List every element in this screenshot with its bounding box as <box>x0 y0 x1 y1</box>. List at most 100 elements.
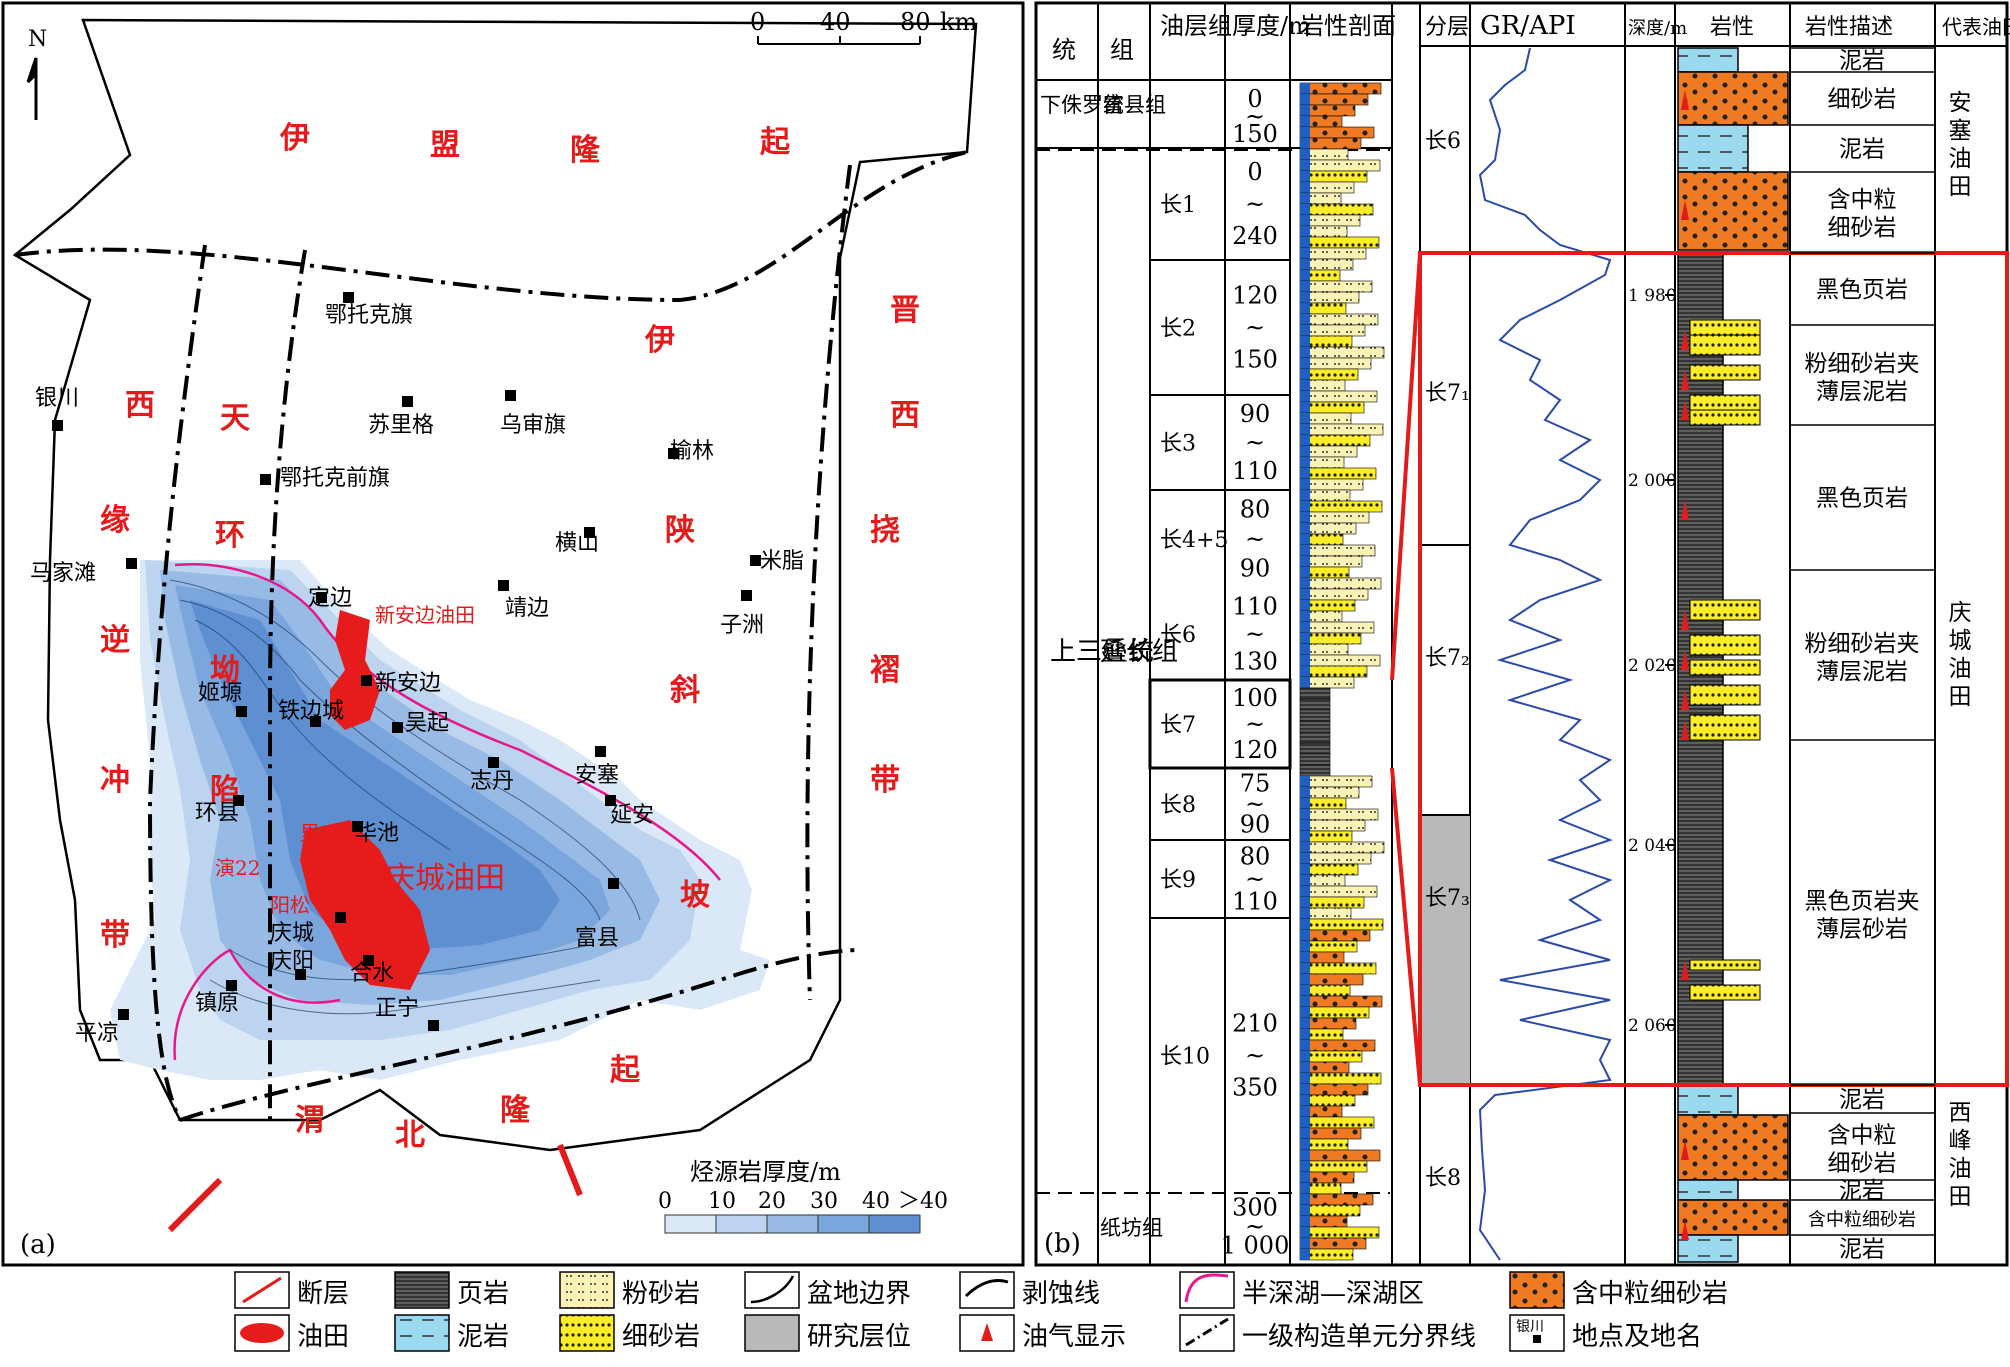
oil-show-icon <box>1681 1140 1689 1160</box>
litho-edge <box>1300 204 1310 215</box>
litho-edge <box>1300 677 1310 688</box>
member-name: 长4+5 <box>1160 528 1228 553</box>
oilfield-char: 庆 <box>1949 600 1972 626</box>
region-char: 缘 <box>100 503 130 538</box>
strat-members: 0~150长10~240长2120~150长390~110长4+580~90长6… <box>1160 85 1289 1260</box>
member-row-0: 0~150 <box>1232 85 1278 148</box>
town-label: 新安边 <box>375 671 441 696</box>
litho-edge <box>1300 1073 1310 1084</box>
town-label: 马家滩 <box>30 561 96 586</box>
litho-bed <box>1299 808 1379 821</box>
litho-bed <box>1299 357 1372 370</box>
log-bed-6 <box>1677 1114 1789 1181</box>
strat-header-formation: 组 <box>1110 36 1134 64</box>
member-row-3: 长3 90~110 <box>1160 400 1278 485</box>
desc-8-b: 薄层砂岩 <box>1816 917 1908 943</box>
desc-1: 细砂岩 <box>1828 87 1897 113</box>
litho-edge <box>1300 985 1310 996</box>
litho-bed <box>1299 346 1385 359</box>
litho-edge <box>1300 1029 1310 1040</box>
town-label: 定边 <box>308 586 352 611</box>
well-label-yangsong: 阳松 <box>270 893 310 917</box>
town-6: 横山 <box>555 527 599 556</box>
member-thickness: ~ <box>1245 525 1265 553</box>
town-24: 富县 <box>575 878 619 951</box>
litho-edge <box>1300 281 1310 292</box>
litho-edge <box>1300 556 1310 567</box>
thickness-legend: 烃源岩厚度/m 0 10 20 30 40 ＞40 <box>658 1158 948 1234</box>
town-marker-icon <box>233 795 244 806</box>
region-char: 西 <box>125 388 155 423</box>
litho-edge <box>1300 1183 1310 1194</box>
member-thickness: 150 <box>1232 346 1278 374</box>
region-char: 西 <box>890 398 920 433</box>
litho-edge <box>1300 226 1310 237</box>
log-layer-0: 长6 <box>1425 129 1461 154</box>
litho-edge <box>1300 369 1310 380</box>
legend-label-12: 一级构造单元分界线 <box>1242 1322 1476 1352</box>
legend-swatch <box>959 1271 1015 1309</box>
litho-bed <box>1299 841 1385 854</box>
litho-edge <box>1300 402 1310 413</box>
litho-bed <box>1299 588 1369 601</box>
log-header-gr: GR/API <box>1480 11 1576 41</box>
legend-item-8: 泥岩 <box>394 1314 509 1352</box>
member-thickness: 90 <box>1240 811 1271 839</box>
legend-swatch <box>1509 1271 1565 1309</box>
litho-edge <box>1300 1150 1310 1161</box>
town-marker-icon <box>488 757 499 768</box>
strat-panel-label: (b) <box>1044 1229 1081 1259</box>
desc-6: 黑色页岩 <box>1816 486 1908 512</box>
town-20: 华池 <box>352 821 399 846</box>
litho-edge <box>1300 413 1310 424</box>
log-sand-6 <box>1689 634 1761 656</box>
town-marker-icon <box>335 912 346 923</box>
litho-edge <box>1300 468 1310 479</box>
log-sand-8 <box>1689 684 1761 706</box>
member-thickness: ~ <box>1245 710 1265 738</box>
litho-bed <box>1299 665 1368 678</box>
log-bed-1 <box>1677 71 1789 126</box>
town-label: 平凉 <box>75 1021 119 1046</box>
town-marker-icon <box>361 675 372 686</box>
town-21: 庆阳 <box>270 949 314 980</box>
region-char: 环 <box>215 518 245 553</box>
log-sand-1 <box>1689 334 1761 356</box>
litho-edge <box>1300 1205 1310 1216</box>
member-thickness: 110 <box>1232 457 1278 485</box>
town-label: 环县 <box>195 801 239 826</box>
litho-bed <box>1299 511 1370 524</box>
log-bed-5 <box>1677 1084 1739 1116</box>
litho-edge <box>1300 655 1310 666</box>
town-marker-icon <box>741 590 752 601</box>
well-label-li57: 里57 <box>300 821 345 845</box>
oil-show-icon <box>1681 610 1689 630</box>
member-thickness: ~ <box>1245 314 1265 342</box>
region-char: 褶 <box>870 653 900 688</box>
town-7: 米脂 <box>750 549 804 574</box>
town-label: 延安 <box>610 803 654 828</box>
litho-edge <box>1300 127 1310 138</box>
log-header-depth: 深度/m <box>1628 18 1687 39</box>
oilfield-char: 城 <box>1949 628 1972 654</box>
litho-edge <box>1300 1139 1310 1150</box>
town-17: 安塞 <box>575 746 619 788</box>
region-char: 盟 <box>430 128 460 163</box>
member-row-1: 长1 0 ~240 <box>1160 158 1278 250</box>
legend-label-0: 断层 <box>297 1279 349 1309</box>
depth-ticks: 1 980 2 000 2 020 2 040 2 060 <box>1628 286 1677 1036</box>
legend-label-2: 粉砂岩 <box>622 1279 700 1309</box>
litho-bed <box>1299 1072 1382 1085</box>
desc-2: 泥岩 <box>1839 137 1885 163</box>
strat-header-system: 统 <box>1052 36 1076 64</box>
town-label: 志丹 <box>470 769 514 794</box>
thickness-swatch-4 <box>868 1214 921 1234</box>
litho-edge <box>1300 831 1310 842</box>
town-5: 银川 <box>35 386 79 431</box>
member-thickness: 0 <box>1247 85 1262 113</box>
north-arrow-icon <box>26 57 38 120</box>
litho-edge <box>1300 776 1310 787</box>
litho-bed <box>1299 885 1378 898</box>
litho-edge <box>1300 941 1310 952</box>
town-label: 榆林 <box>670 439 714 464</box>
